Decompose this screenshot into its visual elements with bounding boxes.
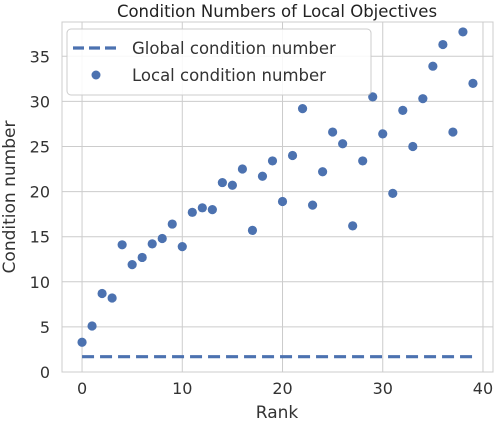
y-axis-label: Condition number	[0, 121, 20, 274]
y-tick-label: 30	[30, 92, 50, 111]
data-point	[187, 207, 197, 217]
data-point	[307, 200, 318, 210]
data-point	[388, 188, 398, 198]
legend-box	[66, 28, 372, 96]
data-point	[197, 203, 207, 213]
y-tick-label: 15	[30, 228, 50, 247]
data-point	[428, 61, 438, 71]
data-point	[277, 196, 288, 207]
data-point	[147, 239, 157, 249]
y-tick-label: 35	[30, 47, 50, 66]
legend-label-local: Local condition number	[132, 66, 326, 85]
x-tick-label: 40	[473, 379, 493, 398]
x-tick-label: 10	[172, 379, 192, 398]
data-point	[257, 171, 268, 181]
data-point	[127, 260, 137, 270]
data-point	[438, 39, 448, 50]
legend-label-global: Global condition number	[132, 39, 336, 58]
data-point	[318, 167, 328, 177]
data-point	[87, 321, 97, 331]
data-point	[247, 225, 258, 235]
y-tick-label: 0	[40, 363, 50, 382]
legend-point-swatch	[91, 70, 101, 80]
data-point	[117, 240, 127, 250]
data-point	[217, 177, 227, 188]
y-tick-label: 10	[30, 273, 50, 292]
data-point	[157, 233, 167, 244]
y-axis-ticks: 0 5 10 15 20 25 30 35	[30, 47, 50, 382]
data-point	[368, 92, 378, 102]
x-tick-label: 20	[272, 379, 292, 398]
data-point	[408, 141, 418, 152]
data-point	[458, 27, 468, 37]
data-point	[207, 205, 217, 215]
x-tick-label: 0	[77, 379, 87, 398]
y-tick-label: 25	[30, 137, 50, 156]
data-point	[167, 219, 177, 229]
y-tick-label: 20	[30, 183, 50, 202]
data-point	[107, 293, 117, 303]
data-point	[227, 180, 237, 190]
data-point	[287, 150, 298, 161]
local-condition-points-series	[77, 27, 478, 347]
chart-title: Condition Numbers of Local Objectives	[117, 2, 437, 21]
data-point	[468, 78, 478, 88]
data-point	[77, 337, 87, 347]
data-point	[137, 252, 147, 263]
x-axis-ticks: 0 10 20 30 40	[77, 379, 493, 398]
data-point	[348, 221, 358, 231]
data-point	[328, 127, 338, 137]
data-point	[297, 103, 308, 114]
data-point	[177, 242, 187, 252]
data-point	[398, 105, 408, 116]
data-point	[358, 156, 368, 166]
data-point	[267, 156, 278, 166]
data-point	[378, 129, 388, 139]
data-point	[97, 288, 107, 299]
y-tick-label: 5	[40, 318, 50, 337]
data-point	[418, 94, 428, 104]
data-point	[448, 127, 458, 137]
x-tick-label: 30	[373, 379, 393, 398]
legend: Global condition number Local condition …	[66, 28, 372, 96]
data-point	[338, 139, 348, 149]
data-point	[237, 164, 248, 174]
x-axis-label: Rank	[256, 403, 299, 423]
